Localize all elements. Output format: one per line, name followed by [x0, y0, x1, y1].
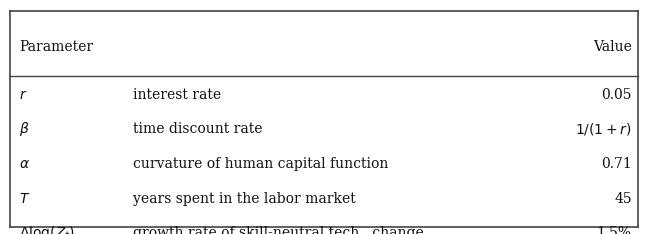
Text: Parameter: Parameter — [19, 40, 93, 54]
Text: $\beta$: $\beta$ — [19, 121, 30, 138]
Text: growth rate of skill-neutral tech.  change: growth rate of skill-neutral tech. chang… — [133, 226, 424, 234]
Text: 1.5%: 1.5% — [597, 226, 632, 234]
Text: interest rate: interest rate — [133, 88, 221, 102]
Text: $T$: $T$ — [19, 192, 31, 206]
Text: $r$: $r$ — [19, 88, 28, 102]
Text: 45: 45 — [614, 192, 632, 206]
Text: years spent in the labor market: years spent in the labor market — [133, 192, 356, 206]
Text: $\Delta\log(Z_t)$: $\Delta\log(Z_t)$ — [19, 224, 75, 234]
Text: 0.05: 0.05 — [601, 88, 632, 102]
Text: $1/(1+r)$: $1/(1+r)$ — [575, 121, 632, 137]
Text: Value: Value — [593, 40, 632, 54]
Text: $\alpha$: $\alpha$ — [19, 157, 30, 171]
Text: 0.71: 0.71 — [601, 157, 632, 171]
Text: time discount rate: time discount rate — [133, 122, 262, 136]
Text: curvature of human capital function: curvature of human capital function — [133, 157, 388, 171]
